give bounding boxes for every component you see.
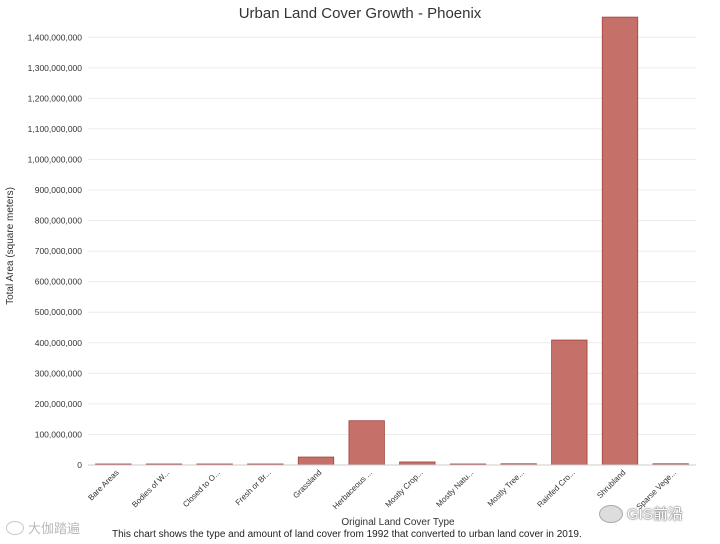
x-tick-label: Herbaceous ... [331,468,374,511]
x-tick-label: Rainfed Cro... [535,468,576,509]
bars [95,16,689,466]
y-axis-label: Total Area (square meters) [5,187,16,305]
y-axis-ticks: 0 100,000,000 200,000,000 300,000,000 400,00… [28,32,83,470]
y-tick-label: 800,000,000 [35,216,83,226]
x-axis-ticks: Bare Areas Bodies of W... Closed to O... Fr… [86,468,678,511]
x-tick-label: Bodies of W... [130,468,171,509]
weibo-logo-icon [6,520,24,535]
chart-caption: This chart shows the type and amount of … [112,529,582,540]
y-tick-label: 1,000,000,000 [28,154,83,164]
x-tick-label: Shrubland [595,468,627,500]
x-tick-label: Mostly Tree... [486,468,526,508]
y-tick-label: 700,000,000 [35,246,83,256]
x-tick-label: Fresh or Br... [234,468,273,507]
y-tick-label: 1,300,000,000 [28,63,83,73]
x-tick-label: Mostly Crop... [383,468,424,509]
y-tick-label: 200,000,000 [35,399,83,409]
y-tick-label: 100,000,000 [35,429,83,439]
y-tick-label: 0 [77,460,82,470]
bar-4 [297,456,335,466]
gridlines [88,36,696,466]
watermark-left-text: 大伽踏遍 [28,521,81,536]
wechat-logo-icon [599,504,623,523]
chart-title: Urban Land Cover Growth - Phoenix [239,5,482,22]
y-tick-label: 300,000,000 [35,368,83,378]
y-tick-label: 600,000,000 [35,277,83,287]
y-tick-label: 1,100,000,000 [28,124,83,134]
y-tick-label: 500,000,000 [35,307,83,317]
y-tick-label: 400,000,000 [35,338,83,348]
x-tick-label: Grassland [291,468,323,500]
y-tick-label: 900,000,000 [35,185,83,195]
y-tick-label: 1,400,000,000 [28,32,83,42]
y-tick-label: 1,200,000,000 [28,93,83,103]
watermark-right: GIS前沿 [599,503,683,524]
bar-10 [601,16,639,466]
x-tick-label: Mostly Natu... [434,468,475,509]
x-axis-label: Original Land Cover Type [341,517,455,528]
watermark-right-text: GIS前沿 [627,506,683,523]
x-tick-label: Closed to O... [181,468,222,509]
bar-9 [551,339,588,466]
watermark-left: 大伽踏遍 [6,518,80,537]
bar-5 [348,420,385,466]
x-tick-label: Bare Areas [86,468,120,502]
